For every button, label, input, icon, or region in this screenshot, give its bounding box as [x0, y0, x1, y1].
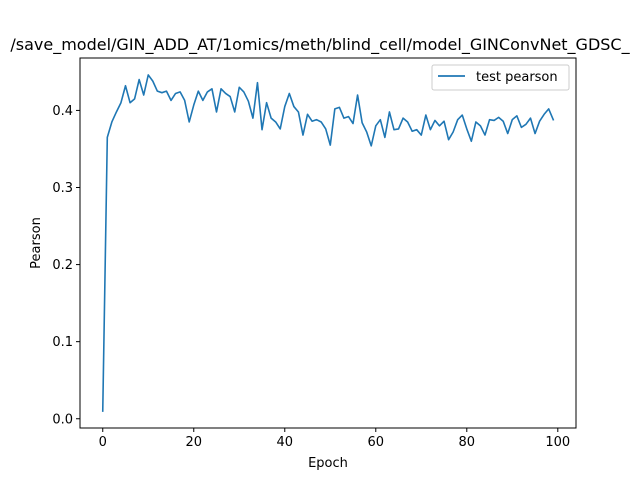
- x-tick-label: 60: [368, 435, 385, 450]
- y-tick-label: 0.4: [52, 104, 73, 119]
- chart-title: /save_model/GIN_ADD_AT/1omics/meth/blind…: [10, 35, 630, 55]
- x-axis-label: Epoch: [308, 456, 348, 471]
- y-tick-label: 0.2: [52, 258, 73, 273]
- legend-frame: [431, 64, 570, 91]
- y-tick-label: 0.0: [52, 412, 73, 427]
- x-tick-label: 0: [99, 435, 107, 450]
- x-tick-label: 20: [185, 435, 202, 450]
- legend: test pearson: [431, 64, 570, 91]
- x-tick-label: 100: [545, 435, 570, 450]
- y-tick-label: 0.3: [52, 181, 73, 196]
- y-tick-label: 0.1: [52, 335, 73, 350]
- y-axis: 0.0 0.1 0.2 0.3 0.4: [52, 104, 80, 427]
- x-axis: 0 20 40 60 80 100: [99, 428, 570, 450]
- series-line-test-pearson: [101, 74, 555, 412]
- legend-label-test-pearson: test pearson: [476, 70, 558, 85]
- series-layer: [101, 74, 555, 412]
- x-tick-label: 80: [459, 435, 476, 450]
- axes-frame: [79, 57, 577, 429]
- y-axis-label: Pearson: [29, 217, 44, 269]
- plot-area: 0 20 40 60 80 100 0.0 0.1 0.2 0.3 0.4: [52, 57, 577, 450]
- x-tick-label: 40: [276, 435, 293, 450]
